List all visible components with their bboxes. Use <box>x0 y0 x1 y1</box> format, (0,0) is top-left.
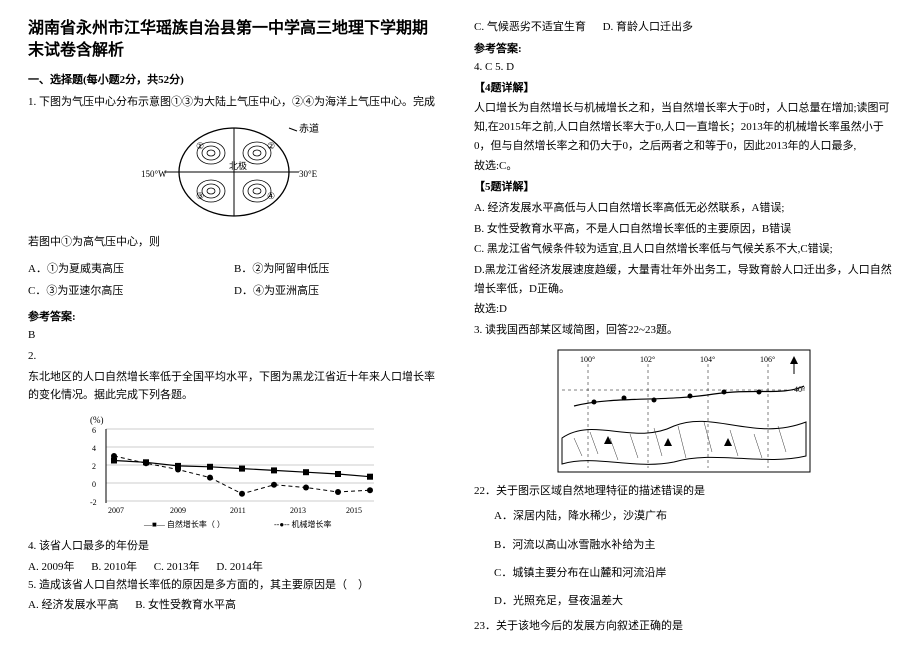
svg-text:--●-- 机械增长率: --●-- 机械增长率 <box>274 519 332 529</box>
q4-options: A. 2009年 B. 2010年 C. 2013年 D. 2014年 <box>28 558 440 574</box>
exp4-body: 人口增长为自然增长与机械增长之和，当自然增长率大于0时，人口总量在增加;读图可知… <box>474 99 894 155</box>
q5-opt-c: C. 气候恶劣不适宜生育 <box>474 21 586 33</box>
exp5-a: A. 经济发展水平高低与人口自然增长率高低无必然联系，A错误; <box>474 199 894 218</box>
q5-options-row2: C. 气候恶劣不适宜生育 D. 育龄人口迁出多 <box>474 18 894 34</box>
answers-label-1: 参考答案: <box>28 308 440 324</box>
q1-opt-a: A．①为夏威夷高压 <box>28 258 234 280</box>
svg-text:0: 0 <box>92 480 96 489</box>
exp5-c: C. 黑龙江省气候条件较为适宜,且人口自然增长率低与气候关系不大,C错误; <box>474 240 894 259</box>
q5-opt-a: A. 经济发展水平高 <box>28 599 118 611</box>
exp5-d: D.黑龙江省经济发展速度趋缓，大量青壮年外出务工，导致育龄人口迁出多，人口自然增… <box>474 261 894 298</box>
svg-text:102°: 102° <box>640 355 655 364</box>
svg-text:-2: -2 <box>90 498 97 507</box>
q1-stem: 1. 下图为气压中心分布示意图①③为大陆上气压中心，②④为海洋上气压中心。完成 <box>28 93 440 112</box>
svg-text:2015: 2015 <box>346 506 362 515</box>
q5-opt-d: D. 育龄人口迁出多 <box>603 21 693 33</box>
exp5-head: 【5题详解】 <box>474 178 894 197</box>
q3-map: 100° 102° 104° 106° 40° <box>474 346 894 476</box>
q4-opt-b: B. 2010年 <box>91 561 137 573</box>
q4-opt-a: A. 2009年 <box>28 561 74 573</box>
svg-text:④: ④ <box>267 191 275 201</box>
svg-text:②: ② <box>267 141 275 151</box>
q4-opt-c: C. 2013年 <box>154 561 200 573</box>
q2-intro: 东北地区的人口自然增长率低于全国平均水平，下图为黑龙江省近十年来人口增长率的变化… <box>28 368 440 405</box>
svg-text:6: 6 <box>92 426 96 435</box>
q1-opt-b: B．②为阿留申低压 <box>234 258 440 280</box>
svg-text:2007: 2007 <box>108 506 124 515</box>
q22-opt-d: D．光照充足，昼夜温差大 <box>494 589 894 613</box>
q1-answer: B <box>28 326 440 345</box>
q4-opt-d: D. 2014年 <box>216 561 262 573</box>
exp4-tail: 故选:C。 <box>474 157 894 176</box>
svg-text:2013: 2013 <box>290 506 306 515</box>
q1-figure: ① ② ③ ④ 赤道 北极 150°W 30°E <box>28 117 440 227</box>
q23-stem: 23．关于该地今后的发展方向叙述正确的是 <box>474 617 894 636</box>
q4-stem: 4. 该省人口最多的年份是 <box>28 537 440 556</box>
q5-stem: 5. 造成该省人口自然增长率低的原因是多方面的，其主要原因是（ ） <box>28 576 440 595</box>
q2-chart: (%) 6 4 2 0 -2 2007 2009 2011 2013 2015 <box>28 411 440 531</box>
svg-text:100°: 100° <box>580 355 595 364</box>
exp5-tail: 故选:D <box>474 300 894 319</box>
q22-opt-c: C．城镇主要分布在山麓和河流沿岸 <box>494 561 894 585</box>
svg-text:赤道: 赤道 <box>299 122 319 135</box>
svg-text:—■— 自然增长率（ ）: —■— 自然增长率（ ） <box>143 519 225 529</box>
q22-opt-b: B．河流以高山冰雪融水补给为主 <box>494 533 894 557</box>
answers-label-2: 参考答案: <box>474 40 894 56</box>
q5-options-row1: A. 经济发展水平高 B. 女性受教育水平高 <box>28 596 440 612</box>
svg-text:2009: 2009 <box>170 506 186 515</box>
q1-opt-c: C．③为亚速尔高压 <box>28 280 234 302</box>
svg-text:4: 4 <box>92 444 96 453</box>
q22-stem: 22．关于图示区域自然地理特征的描述错误的是 <box>474 482 894 501</box>
exam-title: 湖南省永州市江华瑶族自治县第一中学高三地理下学期期末试卷含解析 <box>28 18 440 63</box>
ans-45: 4. C 5. D <box>474 58 894 77</box>
q22-opt-a: A．深居内陆，降水稀少，沙漠广布 <box>494 504 894 528</box>
q3-stem: 3. 读我国西部某区域简图，回答22~23题。 <box>474 321 894 340</box>
q2-label: 2. <box>28 347 440 366</box>
svg-text:2: 2 <box>92 462 96 471</box>
q5-opt-b: B. 女性受教育水平高 <box>135 599 236 611</box>
svg-text:104°: 104° <box>700 355 715 364</box>
svg-text:30°E: 30°E <box>299 169 318 179</box>
svg-text:150°W: 150°W <box>141 169 167 179</box>
exp5-b: B. 女性受教育水平高，不是人口自然增长率低的主要原因，B错误 <box>474 220 894 239</box>
svg-text:①: ① <box>196 141 204 151</box>
svg-text:106°: 106° <box>760 355 775 364</box>
exp4-head: 【4题详解】 <box>474 79 894 98</box>
svg-text:2011: 2011 <box>230 506 246 515</box>
q1-cond: 若图中①为高气压中心，则 <box>28 233 440 252</box>
svg-text:③: ③ <box>196 191 204 201</box>
q1-options: A．①为夏威夷高压 B．②为阿留申低压 C．③为亚速尔高压 D．④为亚洲高压 <box>28 258 440 302</box>
svg-text:北极: 北极 <box>229 160 247 171</box>
q1-opt-d: D．④为亚洲高压 <box>234 280 440 302</box>
section-heading: 一、选择题(每小题2分，共52分) <box>28 71 440 87</box>
svg-text:(%): (%) <box>90 415 104 425</box>
